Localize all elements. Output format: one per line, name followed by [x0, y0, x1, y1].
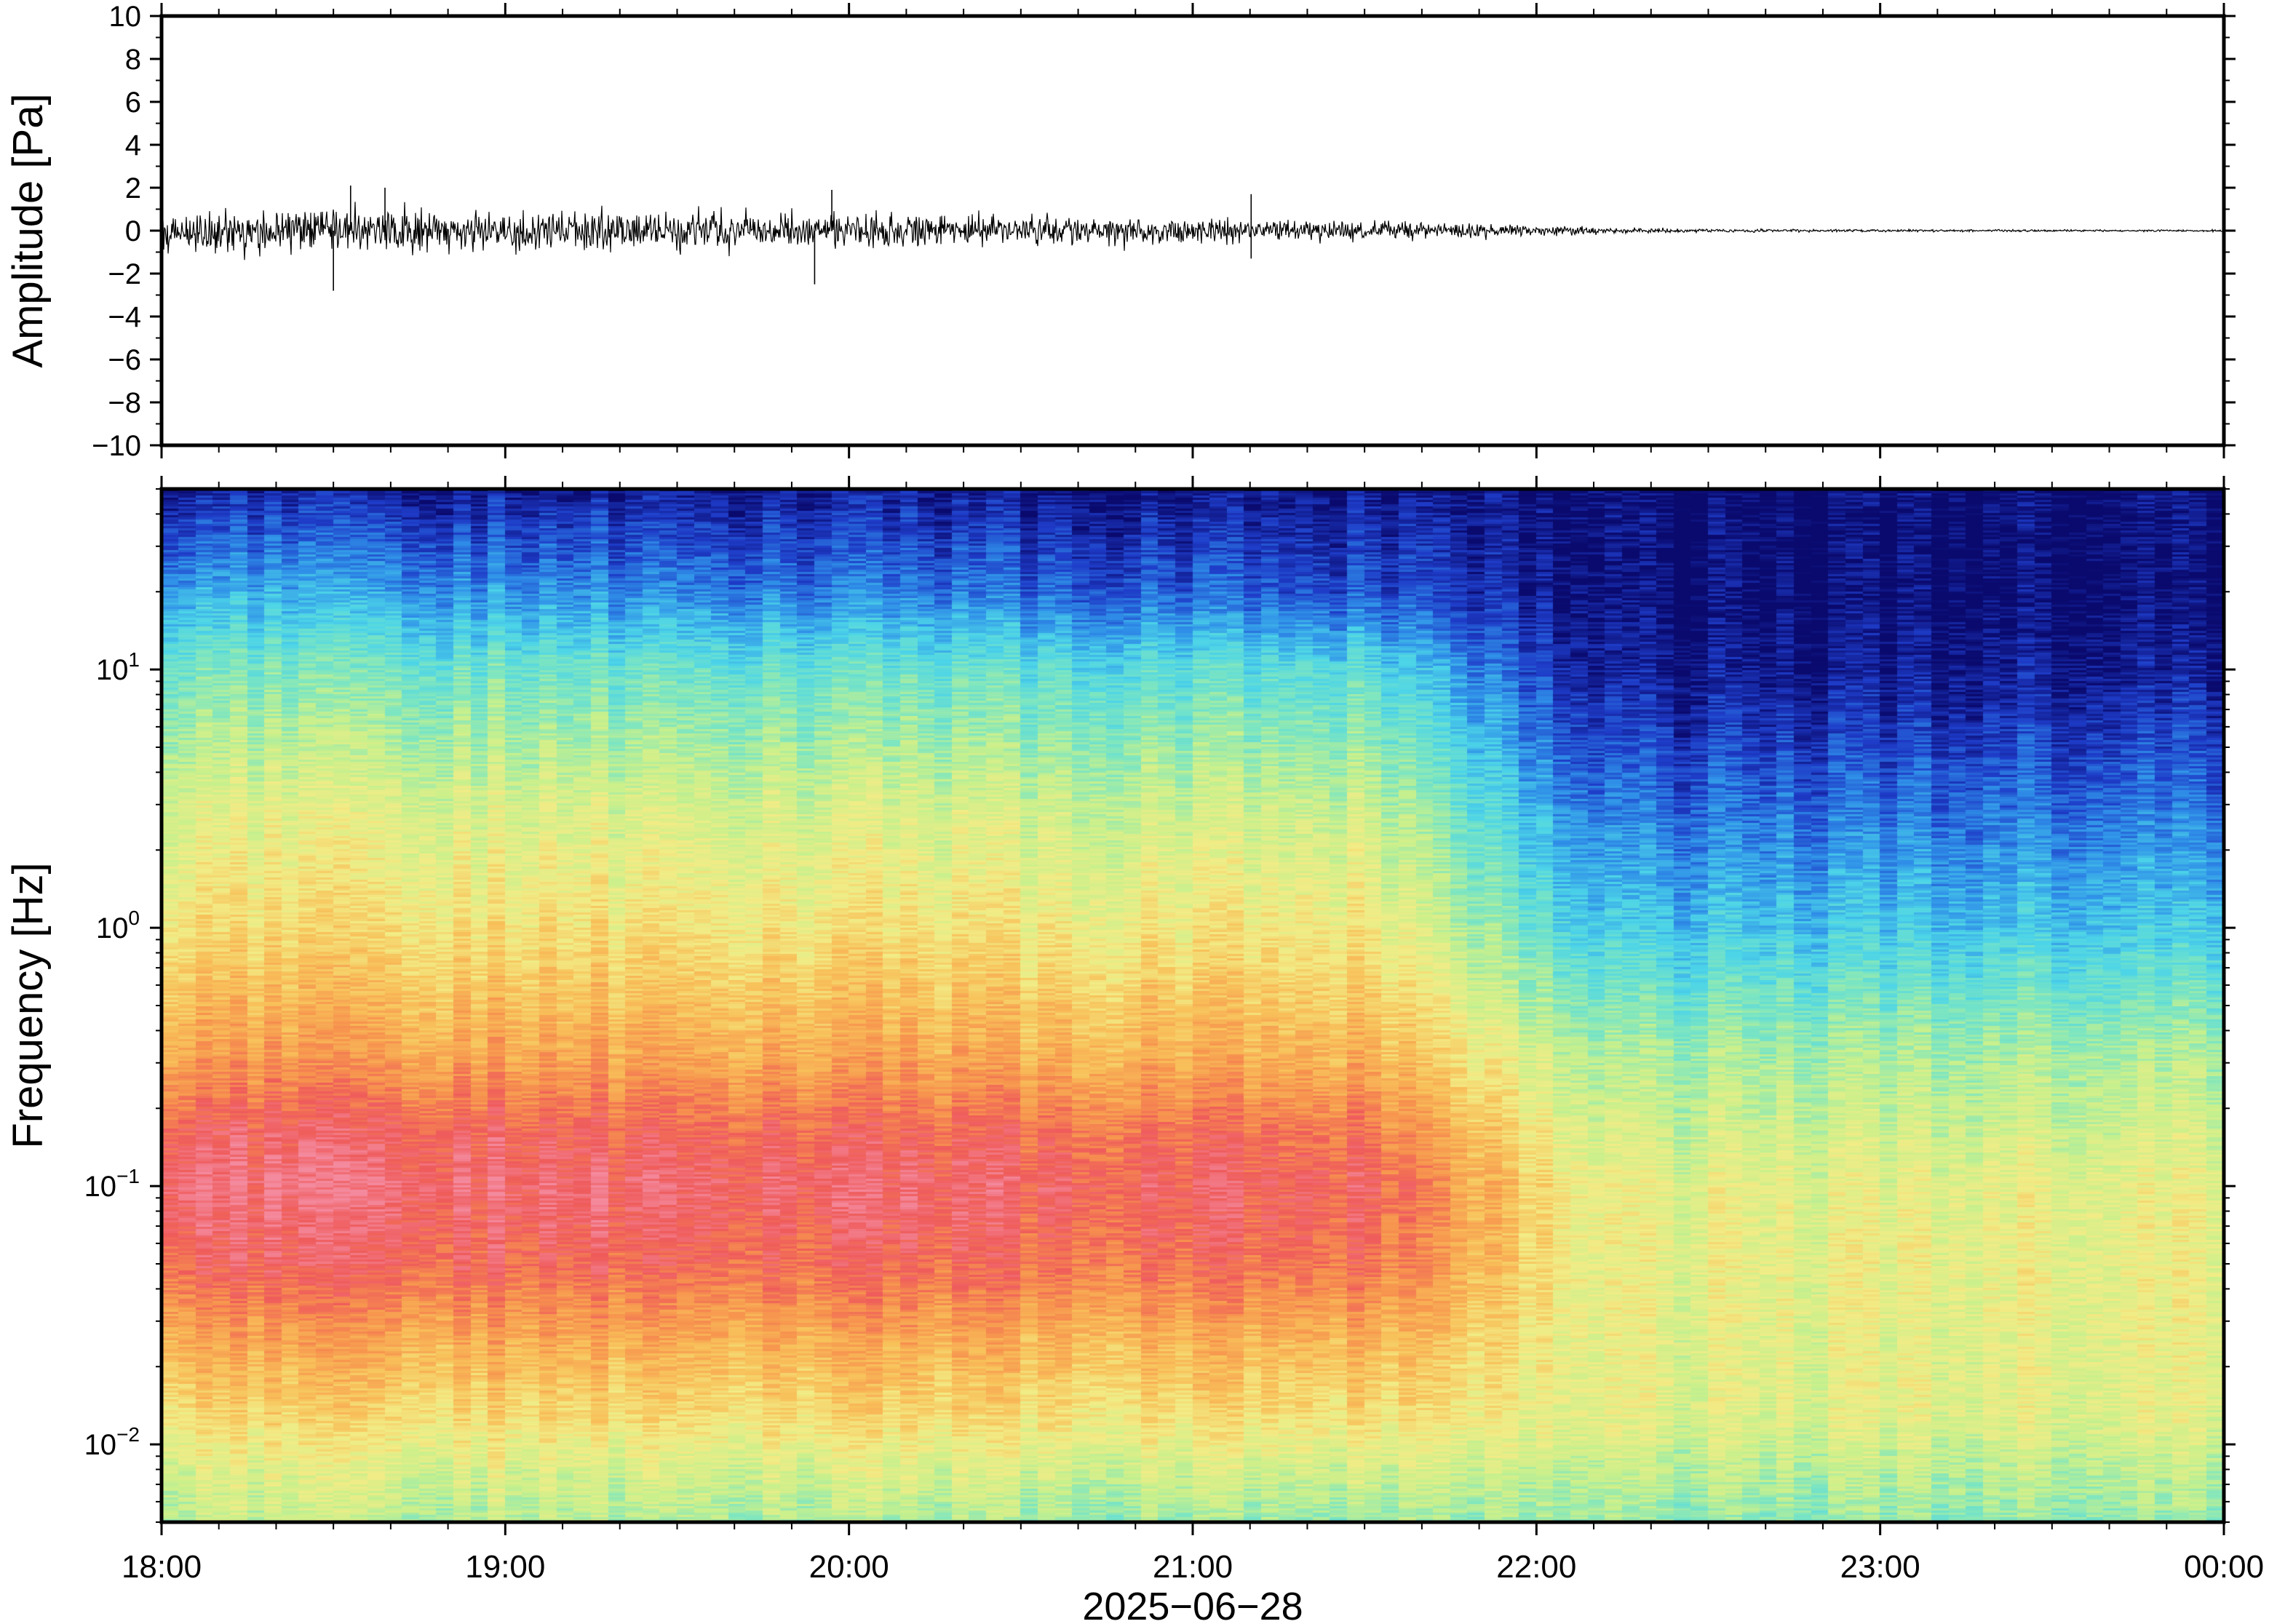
waveform-trace: [161, 186, 2225, 291]
waveform-ytick-label: −10: [92, 430, 141, 462]
xtick-label: 23:00: [1840, 1549, 1920, 1585]
spectrogram-ytick-label: 10−1: [84, 1165, 140, 1203]
waveform-ytick-label: 4: [125, 130, 141, 162]
spectrogram-ytick-label: 100: [96, 907, 140, 944]
waveform-ytick-label: 2: [125, 172, 141, 204]
waveform-line: [161, 202, 2225, 260]
spectrogram-ytick-label: 10−2: [84, 1423, 140, 1461]
waveform-ylabel: Amplitude [Pa]: [4, 93, 52, 367]
spectrogram-ytick-base: 10: [96, 654, 129, 686]
xtick-label: 21:00: [1153, 1549, 1233, 1585]
spectrogram-ytick-base: 10: [84, 1429, 117, 1461]
spectrogram-ytick-exponent: −1: [116, 1165, 140, 1187]
xtick-label: 19:00: [465, 1549, 545, 1585]
spectrogram-image: [162, 489, 2224, 1522]
spectrogram-ytick-base: 10: [84, 1171, 117, 1203]
spectrogram-heatmap: [162, 489, 2224, 1522]
xtick-label: 22:00: [1496, 1549, 1576, 1585]
spectrogram-ytick-label: 101: [96, 648, 140, 686]
waveform-ytick-label: 8: [125, 44, 141, 76]
xtick-label: 00:00: [2184, 1549, 2264, 1585]
waveform-ytick-label: 6: [125, 87, 141, 119]
waveform-ytick-label: 10: [109, 1, 142, 33]
spectrogram-ytick-exponent: −2: [116, 1423, 140, 1446]
xtick-label: 18:00: [122, 1549, 202, 1585]
spectrogram-ytick-base: 10: [96, 912, 129, 944]
spectrogram-ytick-exponent: 1: [128, 648, 140, 671]
spectrogram-ytick-exponent: 0: [128, 907, 140, 929]
waveform-ytick-label: 0: [125, 215, 141, 247]
waveform-ytick-label: −8: [108, 387, 141, 419]
x-date-label: 2025−06−28: [1082, 1585, 1303, 1624]
waveform-ytick-label: −4: [108, 301, 141, 333]
waveform-ytick-label: −2: [108, 258, 141, 290]
spectrogram-ylabel: Frequency [Hz]: [4, 862, 52, 1148]
waveform-ytick-label: −6: [108, 344, 141, 376]
xtick-label: 20:00: [809, 1549, 889, 1585]
